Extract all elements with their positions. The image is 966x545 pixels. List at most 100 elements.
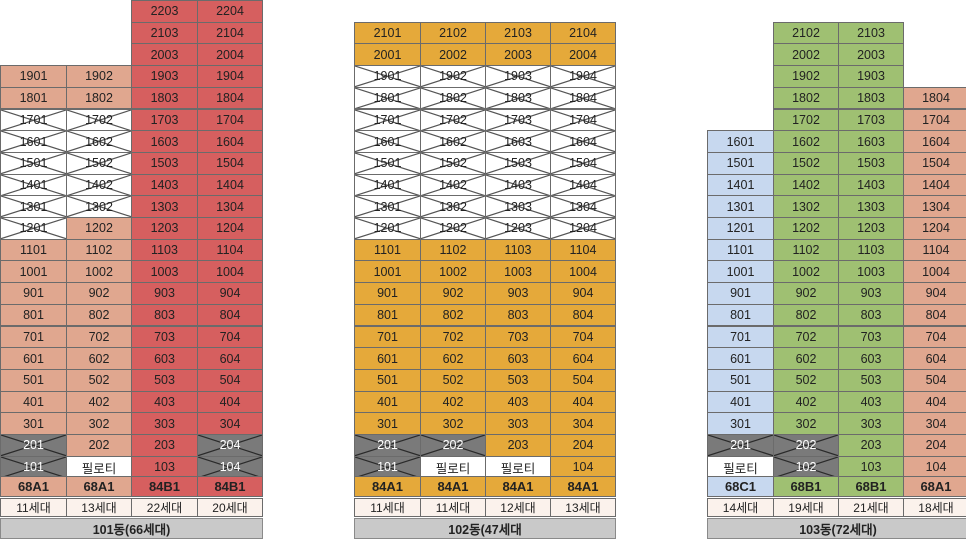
unit-number: 703 xyxy=(507,329,529,344)
unit-cell: 1702 xyxy=(420,108,486,132)
unit-number: 1401 xyxy=(726,177,755,192)
unit-cell: 1702 xyxy=(773,108,839,132)
cross-mark-icon xyxy=(774,457,838,478)
unit-cell: 1703 xyxy=(485,108,551,132)
unit-number: 402 xyxy=(442,394,464,409)
unit-number: 1002 xyxy=(85,264,113,279)
unit-cell: 1802 xyxy=(66,86,132,110)
unit-number: 2104 xyxy=(569,26,597,41)
unit-number: 903 xyxy=(154,286,175,301)
unit-number: 801 xyxy=(23,308,44,323)
cross-mark-icon xyxy=(355,110,420,131)
cross-mark-icon xyxy=(486,88,550,109)
unit-type-label: 84A1 xyxy=(485,476,551,497)
unit-number: 1502 xyxy=(792,156,820,171)
unit-number: 502 xyxy=(795,373,817,388)
unit-number: 1304 xyxy=(216,199,244,214)
unit-cell: 502 xyxy=(773,368,839,392)
unit-cell: 1104 xyxy=(550,238,616,262)
unit-number: 2204 xyxy=(216,4,244,19)
unit-number: 201 xyxy=(377,438,398,453)
unit-cell: 1203 xyxy=(131,217,198,240)
unit-number: 103 xyxy=(154,460,175,475)
unit-cell: 1202 xyxy=(773,217,839,240)
unit-cell: 1602 xyxy=(66,130,132,153)
cross-mark-icon xyxy=(67,110,131,131)
cross-mark-icon xyxy=(708,435,773,456)
unit-cell: 필로티 xyxy=(66,455,132,479)
unit-cell: 2002 xyxy=(773,43,839,67)
cross-mark-icon xyxy=(198,435,262,456)
unit-cell: 1402 xyxy=(773,173,839,197)
unit-number: 504 xyxy=(925,373,947,388)
unit-cell: 903 xyxy=(485,282,551,305)
unit-number: 2203 xyxy=(150,4,179,19)
unit-number: 1102 xyxy=(85,243,113,258)
unit-number: 401 xyxy=(730,394,751,409)
unit-cell: 701 xyxy=(707,325,774,349)
unit-number: 1402 xyxy=(439,177,467,192)
unit-cell: 402 xyxy=(420,390,486,414)
cross-mark-icon xyxy=(486,110,550,131)
unit-number: 1203 xyxy=(504,221,532,236)
unit-number: 1103 xyxy=(504,243,532,258)
unit-number: 804 xyxy=(219,308,241,323)
unit-number: 1302 xyxy=(792,199,820,214)
unit-cell: 1802 xyxy=(420,86,486,110)
unit-cell: 904 xyxy=(903,282,966,305)
unit-cell: 801 xyxy=(0,303,67,327)
unit-number: 1601 xyxy=(726,134,755,149)
unit-cell: 704 xyxy=(903,325,966,349)
unit-cell: 1203 xyxy=(485,217,551,240)
unit-cell: 1701 xyxy=(0,108,67,132)
unit-number: 702 xyxy=(442,329,464,344)
unit-number: 1304 xyxy=(922,199,950,214)
household-count: 11세대 xyxy=(354,498,421,517)
unit-cell: 204 xyxy=(197,434,263,457)
unit-number: 603 xyxy=(154,351,175,366)
unit-cell: 204 xyxy=(550,434,616,457)
unit-number: 404 xyxy=(572,394,594,409)
unit-cell: 2203 xyxy=(131,0,198,23)
unit-cell: 1904 xyxy=(197,65,263,88)
unit-cell: 1503 xyxy=(485,151,551,175)
unit-cell: 204 xyxy=(903,434,966,457)
cross-mark-icon xyxy=(421,175,485,196)
household-count: 13세대 xyxy=(550,498,616,517)
unit-cell: 1103 xyxy=(131,238,198,262)
unit-cell: 1403 xyxy=(131,173,198,197)
unit-cell: 804 xyxy=(903,303,966,327)
cross-mark-icon xyxy=(421,66,485,87)
cross-mark-icon xyxy=(486,66,550,87)
unit-cell: 202 xyxy=(66,434,132,457)
unit-number: 301 xyxy=(377,416,398,431)
unit-cell: 803 xyxy=(485,303,551,327)
unit-number: 1302 xyxy=(439,199,467,214)
unit-number: 503 xyxy=(507,373,529,388)
unit-cell: 1501 xyxy=(354,151,421,175)
unit-number: 필로티 xyxy=(723,461,758,476)
unit-cell: 902 xyxy=(66,282,132,305)
unit-cell: 302 xyxy=(66,412,132,435)
unit-cell: 602 xyxy=(420,347,486,370)
unit-cell: 1301 xyxy=(354,195,421,218)
unit-number: 704 xyxy=(925,329,947,344)
unit-cell: 604 xyxy=(550,347,616,370)
unit-number: 301 xyxy=(730,416,751,431)
unit-number: 1004 xyxy=(569,264,597,279)
unit-number: 1801 xyxy=(373,91,402,106)
unit-type-label: 68A1 xyxy=(66,476,132,497)
building-total-label: 103동(72세대) xyxy=(707,518,966,539)
unit-number: 1001 xyxy=(19,264,48,279)
unit-cell: 1603 xyxy=(131,130,198,153)
unit-number: 1504 xyxy=(569,156,597,171)
unit-cell: 803 xyxy=(838,303,904,327)
unit-cell: 1501 xyxy=(0,151,67,175)
unit-cell: 2004 xyxy=(550,43,616,67)
unit-cell: 1601 xyxy=(354,130,421,153)
unit-cell: 1402 xyxy=(420,173,486,197)
unit-cell: 103 xyxy=(131,455,198,479)
unit-cell: 1804 xyxy=(197,86,263,110)
unit-number: 602 xyxy=(88,351,110,366)
unit-cell: 402 xyxy=(773,390,839,414)
